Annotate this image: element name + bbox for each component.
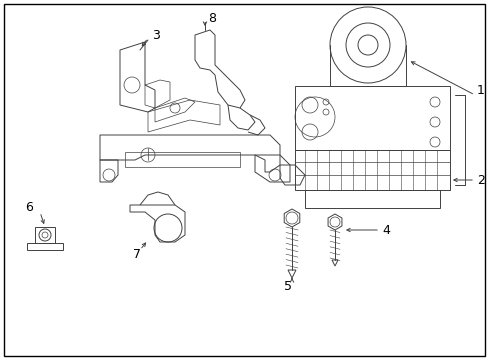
Bar	[305, 190, 439, 208]
Text: 4: 4	[381, 224, 389, 237]
Bar	[294, 86, 449, 150]
Text: 2: 2	[476, 174, 484, 186]
Text: 8: 8	[207, 12, 216, 24]
Bar	[125, 152, 240, 167]
Text: 5: 5	[284, 280, 291, 293]
Bar	[294, 150, 449, 190]
Text: 1: 1	[476, 84, 484, 96]
Text: 6: 6	[25, 201, 33, 213]
Text: 7: 7	[133, 248, 141, 261]
Text: 3: 3	[152, 28, 160, 41]
